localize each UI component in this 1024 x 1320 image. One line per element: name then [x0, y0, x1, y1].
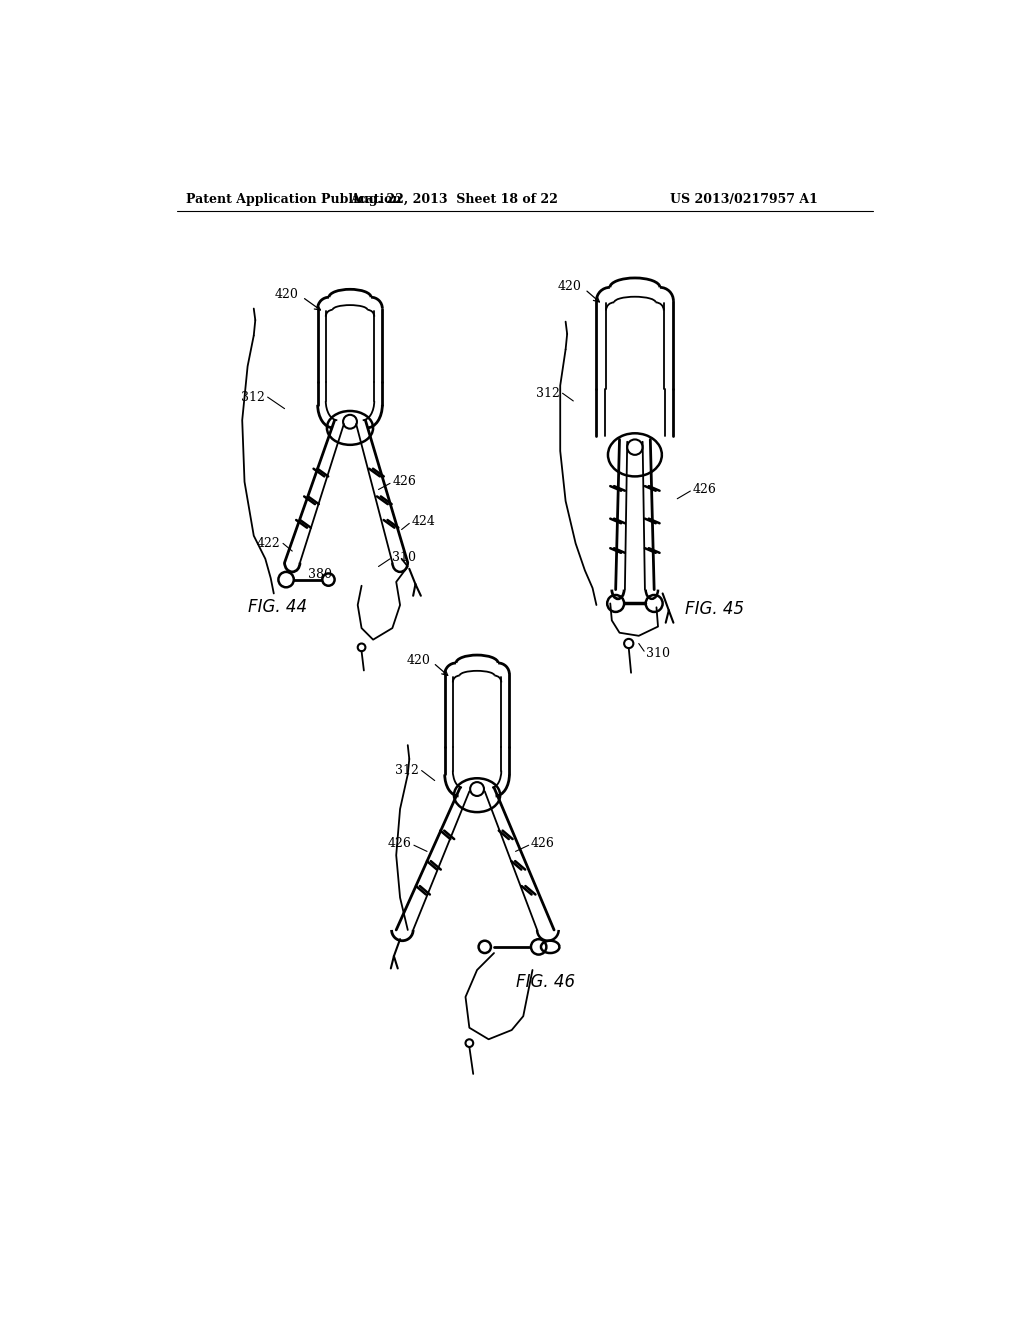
- Text: 426: 426: [388, 837, 412, 850]
- Text: FIG. 46: FIG. 46: [515, 973, 574, 991]
- Text: 426: 426: [392, 475, 416, 488]
- Text: 426: 426: [531, 837, 555, 850]
- Text: 420: 420: [557, 280, 581, 293]
- Text: 424: 424: [412, 515, 435, 528]
- Text: 312: 312: [395, 764, 419, 777]
- Text: Aug. 22, 2013  Sheet 18 of 22: Aug. 22, 2013 Sheet 18 of 22: [350, 193, 558, 206]
- Text: FIG. 45: FIG. 45: [685, 599, 744, 618]
- Text: 312: 312: [537, 387, 560, 400]
- Text: 310: 310: [646, 647, 671, 660]
- Text: FIG. 44: FIG. 44: [248, 598, 307, 616]
- Text: 310: 310: [392, 550, 417, 564]
- Text: 380: 380: [307, 568, 332, 581]
- Text: 426: 426: [692, 483, 717, 496]
- Text: 312: 312: [242, 391, 265, 404]
- Text: 420: 420: [407, 653, 431, 667]
- Text: US 2013/0217957 A1: US 2013/0217957 A1: [670, 193, 817, 206]
- Text: 422: 422: [257, 537, 281, 550]
- Text: 420: 420: [274, 288, 298, 301]
- Text: Patent Application Publication: Patent Application Publication: [186, 193, 401, 206]
